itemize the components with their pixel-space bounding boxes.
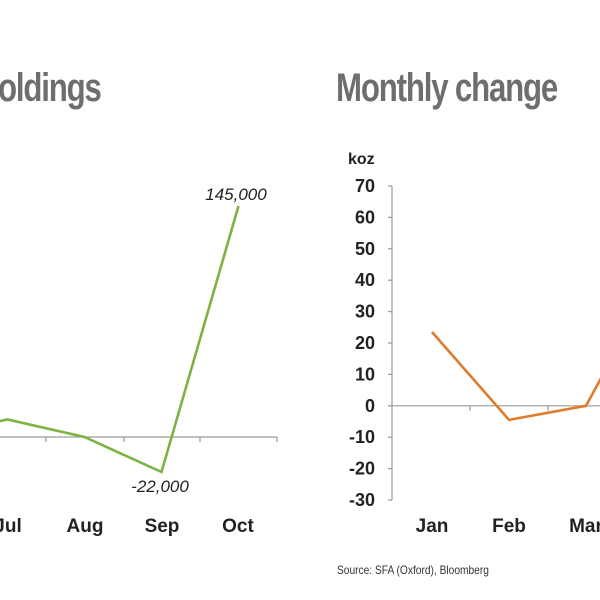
annotation-peak: 145,000 [205,185,267,204]
left-x-label: Oct [222,516,254,537]
left-x-label: Aug [67,516,104,537]
right-y-tick-label: 40 [355,270,375,290]
left-series-line [0,205,240,474]
source-note: Source: SFA (Oxford), Bloomberg [337,563,489,577]
right-series-line [431,331,600,422]
right-x-label: Feb [492,516,526,537]
right-x-label: Mar [569,516,600,537]
left-chart-title: oldings [0,66,102,110]
right-y-tick-label: 30 [355,302,375,322]
right-y-tick-label: 0 [365,396,375,416]
right-y-tick-label: 60 [355,207,375,227]
right-y-tick-label: -10 [349,427,375,447]
annotation-trough: -22,000 [131,477,189,496]
right-x-label: Jan [416,516,449,537]
left-x-label: Jul [0,516,22,537]
right-y-tick-label: 50 [355,239,375,259]
right-chart-title: Monthly change [336,66,558,110]
right-y-tick-label: 70 [355,176,375,196]
right-y-tick-label: -30 [349,490,375,510]
right-y-unit-label: koz [348,151,375,168]
left-x-label: Sep [145,516,180,537]
right-y-tick-label: 10 [355,364,375,384]
right-chart: 70 60 50 40 30 20 10 0 -10 -20 -30 koz Jan Feb Mar [348,151,600,537]
right-y-tick-label: -20 [349,459,375,479]
right-y-tick-label: 20 [355,333,375,353]
left-chart: Jul Aug Sep Oct 145,000 -22,000 [0,185,278,537]
